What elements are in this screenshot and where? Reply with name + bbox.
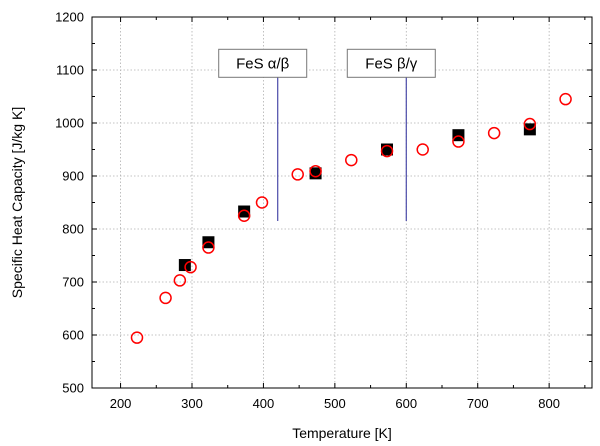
circle-data-point	[130, 331, 144, 344]
circle-data-point	[237, 209, 251, 222]
annotation-label: FeS α/β	[236, 55, 290, 72]
annotation-label: FeS β/γ	[365, 55, 417, 72]
y-tick-label: 800	[62, 222, 84, 237]
y-tick-label: 500	[62, 381, 84, 396]
x-tick-label: 600	[395, 396, 417, 411]
square-data-point	[452, 129, 465, 142]
x-tick-label: 400	[253, 396, 275, 411]
square-data-point	[238, 205, 251, 218]
x-tick-label: 200	[110, 396, 132, 411]
y-axis-label: Specific Heat Capacity [J/kg K]	[9, 107, 25, 298]
axis-ticks: 200 300 400 500 600 700 800 500 600 700 800 900 1000…	[55, 10, 592, 411]
circle-data-point	[184, 260, 197, 274]
y-tick-label: 1200	[55, 10, 84, 25]
x-axis-label: Temperature [K]	[292, 425, 392, 441]
circle-data-point	[523, 117, 537, 131]
annotation-box	[346, 48, 436, 78]
y-tick-label: 1100	[56, 63, 84, 78]
y-tick-label: 1000	[55, 116, 84, 131]
annotation-box	[218, 48, 308, 78]
circle-data-point	[159, 291, 172, 305]
circle-data-point	[452, 135, 465, 148]
grid-lines	[92, 17, 592, 388]
x-tick-label: 500	[324, 396, 346, 411]
annotations: FeS α/β FeS β/γ	[218, 48, 436, 222]
y-tick-label: 600	[62, 328, 84, 343]
y-tick-label: 700	[62, 275, 84, 290]
x-tick-label: 800	[538, 396, 560, 411]
y-tick-label: 900	[62, 169, 84, 184]
circle-data-point	[202, 241, 215, 254]
data-points	[130, 92, 572, 344]
circle-data-point	[380, 144, 394, 158]
x-tick-label: 300	[181, 396, 203, 411]
square-data-point	[309, 167, 322, 180]
circle-data-point	[255, 196, 269, 209]
circle-data-point	[309, 164, 322, 178]
circle-data-point	[416, 143, 429, 156]
circle-data-point	[487, 126, 501, 140]
plot-frame	[91, 16, 593, 389]
x-tick-label: 700	[467, 396, 489, 411]
circle-data-point	[559, 92, 572, 106]
circle-data-point	[173, 274, 187, 287]
circle-data-point	[291, 168, 304, 181]
circle-data-point	[345, 153, 358, 167]
